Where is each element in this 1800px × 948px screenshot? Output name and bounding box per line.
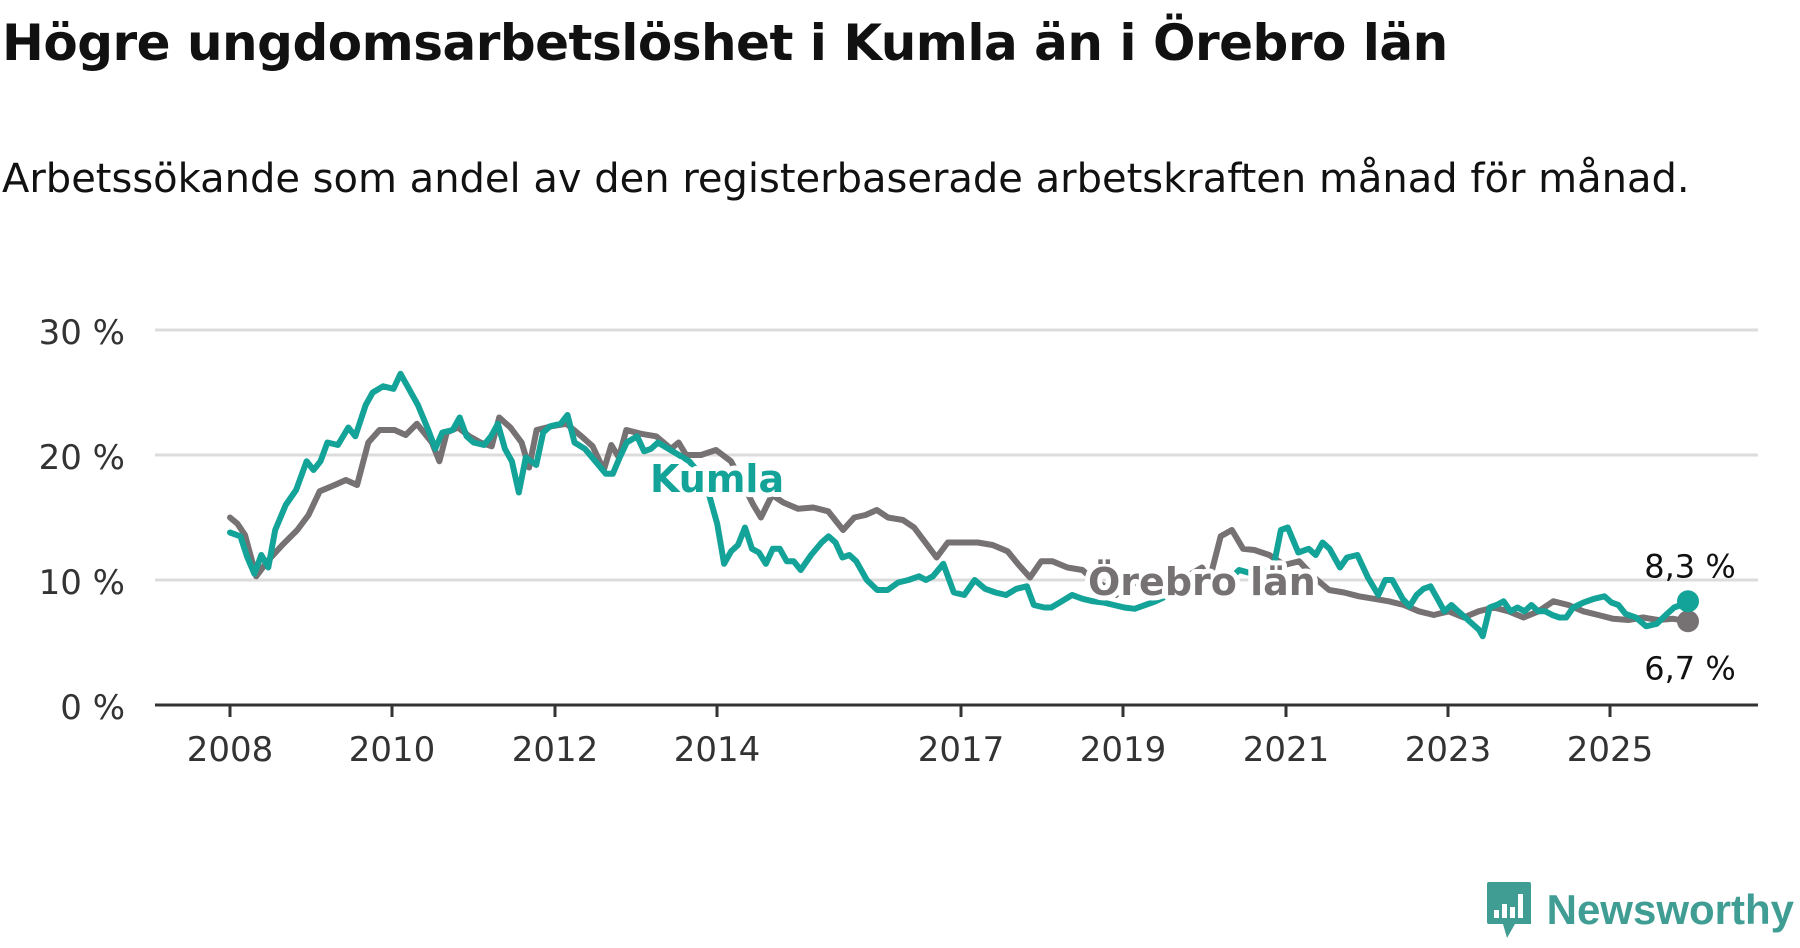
brand-logo: Newsworthy xyxy=(1485,880,1794,940)
x-tick-label: 2010 xyxy=(349,730,436,770)
y-tick-label: 20 % xyxy=(39,438,125,478)
y-tick-label: 30 % xyxy=(39,313,125,353)
series-annotation-orebro: Örebro län xyxy=(1088,560,1316,604)
series-annotation-kumla: Kumla xyxy=(650,457,784,501)
series-line-kumla xyxy=(227,370,1691,640)
brand-name: Newsworthy xyxy=(1546,886,1794,933)
y-tick-label: 10 % xyxy=(39,563,125,603)
x-tick-label: 2019 xyxy=(1080,730,1167,770)
end-point-orebro xyxy=(1677,610,1699,633)
x-tick-label: 2014 xyxy=(674,730,761,770)
x-tick-label: 2012 xyxy=(512,730,599,770)
end-value-label-orebro: 6,7 % xyxy=(1644,649,1735,687)
x-tick-label: 2008 xyxy=(187,730,274,770)
newsworthy-logo-icon xyxy=(1486,882,1531,938)
x-tick-label: 2023 xyxy=(1405,730,1492,770)
series-annotation-halo: Örebro län xyxy=(1088,560,1316,604)
y-tick-label: 0 % xyxy=(60,688,125,728)
chart-subtitle: Arbetssökande som andel av den registerb… xyxy=(2,156,1690,202)
x-tick-label: 2025 xyxy=(1567,730,1654,770)
x-tick-label: 2017 xyxy=(918,730,1005,770)
series-annotation-halo: Kumla xyxy=(650,457,784,501)
chart-title: Högre ungdomsarbetslöshet i Kumla än i Ö… xyxy=(2,14,1448,72)
end-point-kumla xyxy=(1677,590,1699,613)
end-value-label-kumla: 8,3 % xyxy=(1644,547,1735,585)
x-tick-label: 2021 xyxy=(1243,730,1330,770)
